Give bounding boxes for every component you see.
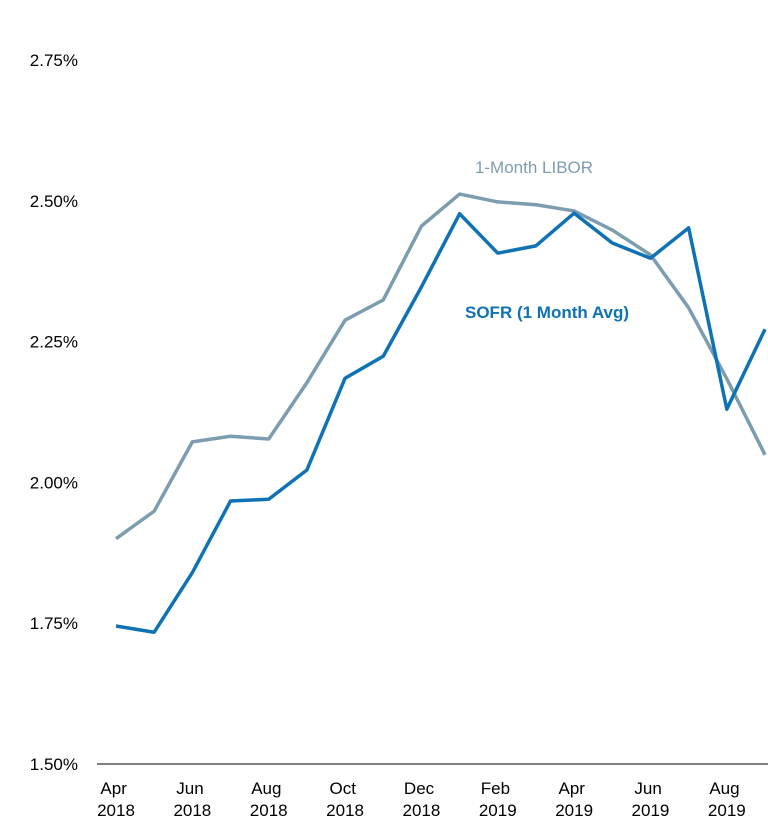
y-tick-label: 2.75% — [30, 51, 78, 70]
series-line — [115, 211, 767, 634]
x-tick-label: Jun 2019 — [632, 779, 670, 820]
y-tick-label: 1.75% — [30, 614, 78, 633]
y-tick-label: 1.50% — [30, 755, 78, 774]
x-tick-label: Apr 2019 — [555, 779, 593, 820]
x-tick-label: Apr 2018 — [97, 779, 135, 820]
x-tick-label: Feb 2019 — [479, 779, 517, 820]
y-tick-label: 2.50% — [30, 192, 78, 211]
series-label: 1-Month LIBOR — [475, 158, 593, 177]
y-tick-label: 2.00% — [30, 473, 78, 492]
series-label: SOFR (1 Month Avg) — [465, 303, 629, 322]
y-tick-label: 2.25% — [30, 333, 78, 352]
x-tick-label: Aug 2018 — [250, 779, 288, 820]
x-tick-label: Jun 2018 — [173, 779, 211, 820]
series-line — [114, 192, 767, 541]
x-tick-label: Oct 2018 — [326, 779, 364, 820]
x-tick-label: Aug 2019 — [708, 779, 746, 820]
x-tick-label: Dec 2018 — [402, 779, 440, 820]
